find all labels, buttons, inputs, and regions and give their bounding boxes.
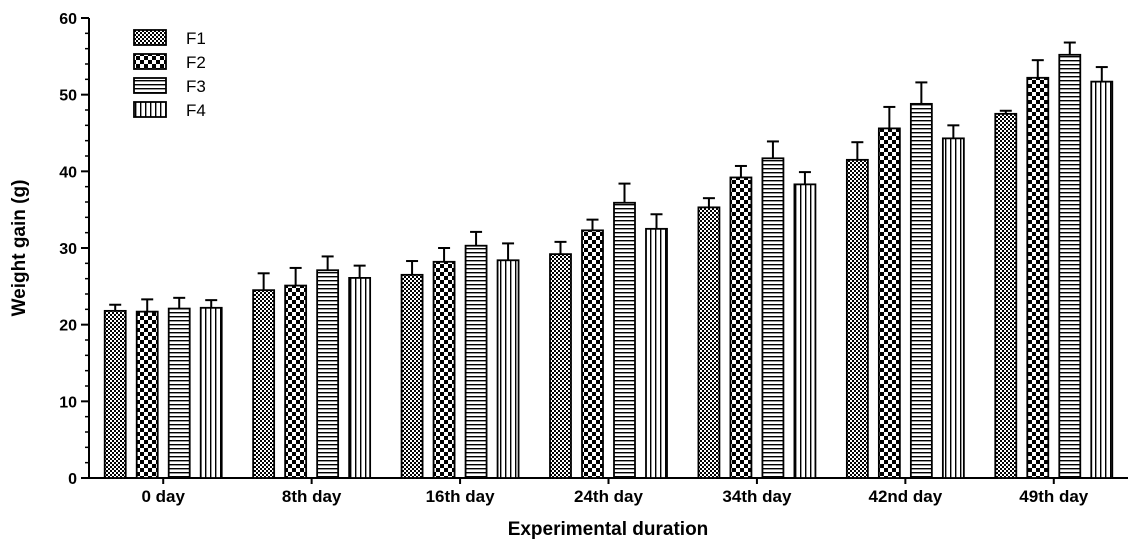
bar-f4-0	[199, 306, 223, 479]
bar-f3-3	[613, 201, 636, 479]
bar-f1-4	[697, 206, 721, 479]
x-tick-label: 16th day	[426, 487, 496, 506]
legend-swatch-f2	[133, 53, 167, 70]
bar-f3-6	[1058, 53, 1082, 479]
y-axis-ticks: 0 10 20 30 40 50 60	[59, 11, 89, 488]
bar-f1-2	[400, 273, 424, 479]
bar-f3-1	[316, 269, 340, 479]
y-tick-label: 0	[68, 471, 77, 488]
x-tick-label: 8th day	[282, 487, 342, 506]
bar-f2-5	[877, 127, 901, 479]
bar-f2-0	[135, 310, 159, 479]
bar-f4-3	[645, 227, 668, 479]
x-tick-label: 0 day	[141, 487, 185, 506]
legend-label-f2: F2	[186, 53, 206, 72]
legend: F1 F2 F3 F4	[133, 29, 206, 120]
y-axis-title: Weight gain (g)	[9, 180, 30, 317]
bar-f1-0	[103, 309, 127, 479]
x-tick-label: 34th day	[722, 487, 792, 506]
y-tick-label: 20	[59, 318, 77, 335]
legend-swatch-f1	[133, 29, 167, 46]
bar-f2-4	[729, 176, 753, 479]
bar-series-group	[103, 41, 1114, 479]
x-tick-label: 42nd day	[869, 487, 943, 506]
bar-f3-0	[167, 307, 191, 479]
y-tick-label: 50	[59, 88, 77, 105]
x-axis-title: Experimental duration	[508, 519, 709, 540]
bar-f1-5	[845, 158, 869, 479]
bar-f2-1	[284, 284, 308, 479]
bar-f1-6	[994, 112, 1018, 479]
legend-swatch-f4	[133, 101, 167, 118]
bar-f3-2	[464, 244, 488, 479]
y-tick-label: 40	[59, 164, 77, 181]
bar-f2-3	[581, 229, 604, 479]
bar-f1-1	[252, 289, 276, 479]
legend-label-f4: F4	[186, 101, 206, 120]
bar-f3-5	[909, 102, 933, 479]
y-tick-label: 60	[59, 11, 77, 28]
y-tick-label: 30	[59, 241, 77, 258]
bar-f4-5	[941, 137, 965, 479]
bar-f4-6	[1090, 80, 1114, 479]
legend-label-f3: F3	[186, 77, 206, 96]
bar-f2-2	[432, 260, 456, 479]
x-axis-ticks: 0 day 8th day 16th day 24th day 34th day 42nd…	[141, 478, 1089, 506]
bar-f1-3	[549, 253, 572, 479]
bar-f4-2	[496, 259, 520, 479]
y-tick-label: 10	[59, 394, 77, 411]
x-tick-label: 49th day	[1019, 487, 1089, 506]
bar-f3-4	[761, 157, 785, 479]
legend-label-f1: F1	[186, 29, 206, 48]
bar-f4-1	[348, 276, 372, 479]
bar-f4-4	[793, 183, 817, 479]
legend-swatch-f3	[133, 77, 167, 94]
x-tick-label: 24th day	[574, 487, 644, 506]
bar-f2-6	[1026, 76, 1050, 479]
